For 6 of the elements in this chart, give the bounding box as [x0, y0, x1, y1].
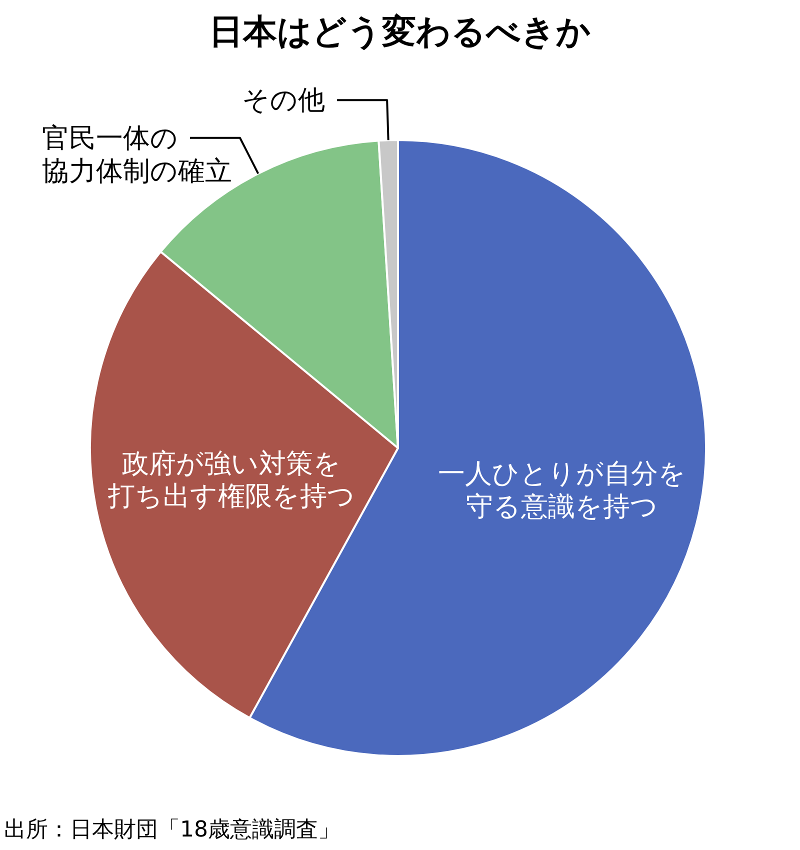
chart-title: 日本はどう変わるべきか: [209, 12, 591, 52]
slice-label: 一人ひとりが自分を守る意識を持つ: [438, 458, 686, 522]
slice-label: 官民一体の協力体制の確立: [42, 122, 232, 186]
text: 出所：日本財団「18歳意識調査」: [4, 818, 340, 842]
slice-label: 政府が強い対策を打ち出す権限を持つ: [107, 448, 356, 512]
slice-label: その他: [242, 84, 326, 116]
